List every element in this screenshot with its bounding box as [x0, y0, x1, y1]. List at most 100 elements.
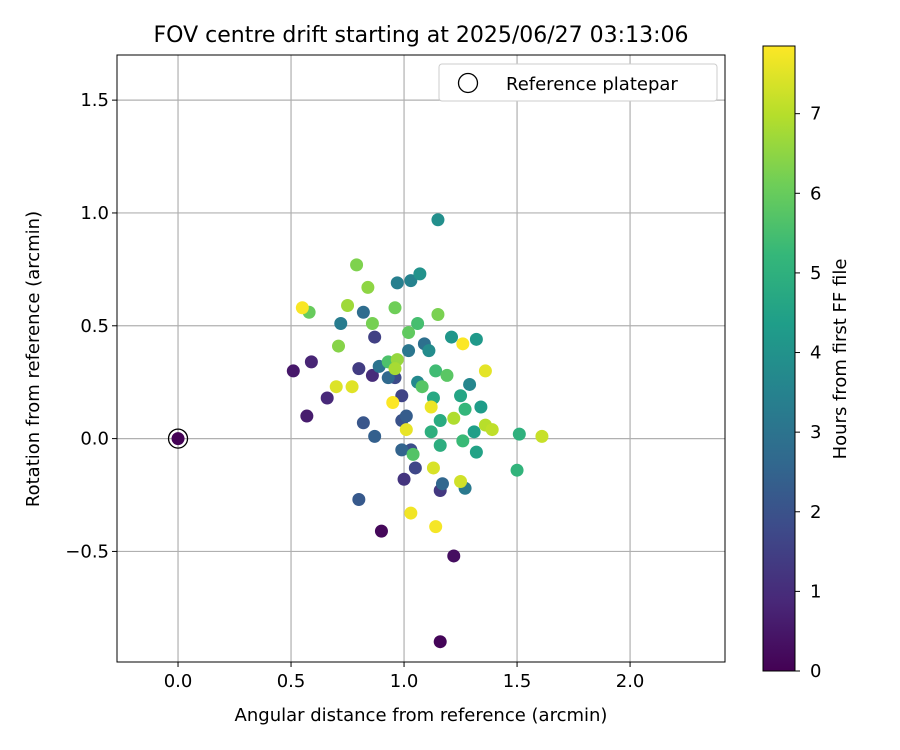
data-point [478, 364, 492, 378]
colorbar: 0 1 2 3 4 5 6 7 Hours from first FF file [762, 45, 851, 682]
data-point [456, 337, 470, 351]
data-point [404, 506, 418, 520]
colorbar-ticks: 0 1 2 3 4 5 6 7 [795, 104, 821, 682]
data-point [397, 472, 411, 486]
data-point [424, 400, 438, 414]
data-point [368, 429, 382, 443]
x-tick-label: 2.0 [616, 671, 645, 692]
data-point [512, 427, 526, 441]
data-point [447, 411, 461, 425]
data-points [167, 213, 549, 649]
data-point [332, 339, 346, 353]
data-point [424, 425, 438, 439]
colorbar-tick-label: 0 [810, 661, 821, 682]
data-point [402, 326, 416, 340]
data-point [535, 429, 549, 443]
data-point [458, 402, 472, 416]
data-point [463, 377, 477, 391]
data-point [365, 317, 379, 331]
data-point [426, 461, 440, 475]
data-point [440, 368, 454, 382]
colorbar-tick-label: 1 [810, 581, 821, 602]
data-point [320, 391, 334, 405]
x-tick-label: 0.5 [277, 671, 306, 692]
data-point [395, 443, 409, 457]
data-point [350, 258, 364, 272]
legend-box [438, 63, 718, 102]
data-point [345, 380, 359, 394]
data-point [404, 274, 418, 288]
data-point [447, 549, 461, 563]
data-point [469, 445, 483, 459]
data-point [469, 332, 483, 346]
data-point [406, 447, 420, 461]
reference-platepar-marker [167, 428, 189, 449]
y-axis-label: Rotation from reference (arcmin) [23, 211, 44, 507]
data-point [411, 317, 425, 331]
data-point [361, 280, 375, 294]
colorbar-tick-label: 7 [810, 104, 821, 125]
colorbar-label: Hours from first FF file [830, 259, 851, 460]
data-point [352, 362, 366, 376]
data-point [286, 364, 300, 378]
data-point [431, 213, 445, 227]
data-point [429, 364, 443, 378]
data-point [415, 380, 429, 394]
y-tick-label: −0.5 [65, 541, 109, 562]
legend-marker-reference [457, 72, 479, 94]
colorbar-tick-label: 6 [810, 183, 821, 204]
colorbar-tick-label: 5 [810, 263, 821, 284]
data-point [395, 389, 409, 403]
data-point [456, 434, 470, 448]
colorbar-tick-label: 2 [810, 502, 821, 523]
data-point [334, 317, 348, 331]
grid [117, 55, 725, 662]
colorbar-tick-label: 4 [810, 343, 821, 364]
x-axis-label: Angular distance from reference (arcmin) [235, 705, 608, 726]
data-point [454, 474, 468, 488]
data-point [510, 463, 524, 477]
data-point [381, 371, 395, 385]
data-point [300, 409, 314, 423]
data-point [399, 409, 413, 423]
data-point [388, 301, 402, 315]
data-point [474, 400, 488, 414]
x-axis: 0.0 0.5 1.0 1.5 2.0 [164, 662, 645, 692]
data-point [388, 362, 402, 376]
data-point [341, 298, 355, 312]
y-tick-label: 1.0 [80, 203, 109, 224]
x-tick-label: 1.5 [503, 671, 532, 692]
data-point [386, 396, 400, 410]
data-point [374, 524, 388, 538]
data-point [433, 438, 447, 452]
data-point [365, 368, 379, 382]
data-point [368, 330, 382, 344]
x-tick-label: 0.0 [164, 671, 193, 692]
data-point [399, 423, 413, 437]
data-point [433, 414, 447, 428]
data-point [413, 267, 427, 281]
chart-title: FOV centre drift starting at 2025/06/27 … [154, 23, 689, 48]
data-point [356, 305, 370, 319]
data-point [390, 276, 404, 290]
data-point [422, 344, 436, 358]
data-point [445, 330, 459, 344]
colorbar-gradient [762, 45, 796, 672]
data-point [429, 520, 443, 534]
data-point [485, 423, 499, 437]
y-tick-label: 0.0 [80, 429, 109, 450]
y-axis: −0.5 0.0 0.5 1.0 1.5 [65, 90, 117, 562]
data-point [171, 432, 185, 446]
plot-frame [116, 54, 726, 663]
legend-label-reference: Reference platepar [506, 74, 678, 95]
y-tick-label: 0.5 [80, 316, 109, 337]
data-point [329, 380, 343, 394]
data-point [356, 416, 370, 430]
data-point [402, 344, 416, 358]
data-point [431, 307, 445, 321]
data-point [435, 477, 449, 491]
colorbar-tick-label: 3 [810, 422, 821, 443]
data-point [467, 425, 481, 439]
data-point [304, 355, 318, 369]
